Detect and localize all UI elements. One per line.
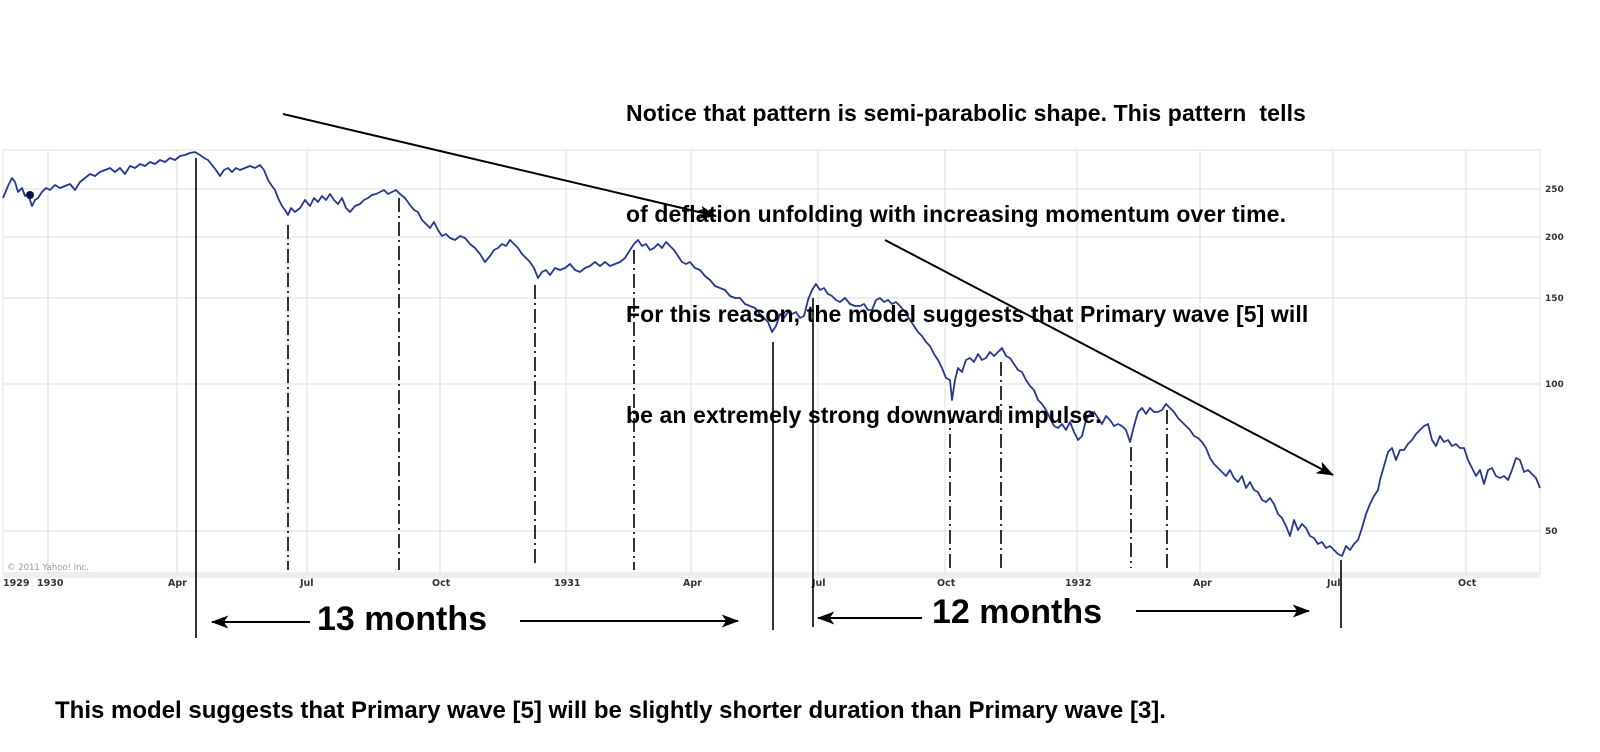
x-tick-oct-1931: Oct — [937, 578, 956, 589]
x-axis-labels: 1929 1930 Apr Jul Oct 1931 Apr Jul Oct 1… — [3, 578, 1477, 589]
vertical-gridlines — [47, 150, 1467, 574]
y-tick-50: 50 — [1545, 527, 1558, 537]
trend-arrow-wave3 — [282, 113, 718, 219]
x-tick-oct-1932: Oct — [1458, 578, 1477, 589]
wave-boundary-lines — [195, 158, 1342, 638]
y-tick-100: 100 — [1545, 380, 1564, 390]
x-tick-jul-1930: Jul — [299, 578, 314, 589]
series-marker-dot — [26, 191, 34, 199]
y-axis-labels: 250 200 150 100 50 — [1545, 185, 1564, 537]
footer-caption: This model suggests that Primary wave [5… — [55, 697, 1166, 724]
y-tick-200: 200 — [1545, 233, 1564, 243]
annotation-line-1: Notice that pattern is semi-parabolic sh… — [626, 100, 1306, 126]
x-tick-1930: 1930 — [37, 578, 64, 589]
x-tick-apr-1931: Apr — [683, 578, 702, 589]
duration-label-wave3: 13 months — [311, 600, 494, 639]
y-tick-250: 250 — [1545, 185, 1564, 195]
x-tick-oct-1930: Oct — [432, 578, 451, 589]
x-tick-1931: 1931 — [554, 578, 580, 589]
x-tick-jul-1932: Jul — [1326, 578, 1341, 589]
annotation-note: Notice that pattern is semi-parabolic sh… — [626, 30, 1308, 466]
subwave-dashdot-lines — [287, 198, 1168, 572]
annotation-line-2: of deflation unfolding with increasing m… — [626, 200, 1287, 227]
annotation-line-3: For this reason, the model suggests that… — [626, 301, 1309, 327]
x-tick-jul-1931: Jul — [811, 578, 826, 589]
x-tick-1932: 1932 — [1065, 578, 1091, 589]
x-axis-band — [3, 572, 1540, 578]
plot-area — [2, 149, 1541, 575]
annotation-line-4: be an extremely strong downward impulse. — [626, 401, 1102, 428]
x-tick-apr-1930: Apr — [168, 578, 187, 589]
duration-label-wave5: 12 months — [926, 593, 1109, 632]
trend-arrow-wave5 — [884, 239, 1334, 476]
x-tick-1929: 1929 — [3, 578, 29, 589]
price-series-line — [2, 151, 1541, 557]
horizontal-gridlines — [3, 188, 1540, 532]
copyright-notice: © 2011 Yahoo! Inc. — [7, 563, 89, 573]
duration-arrows — [210, 604, 1311, 629]
x-tick-apr-1932: Apr — [1193, 578, 1212, 589]
y-tick-150: 150 — [1545, 294, 1564, 304]
